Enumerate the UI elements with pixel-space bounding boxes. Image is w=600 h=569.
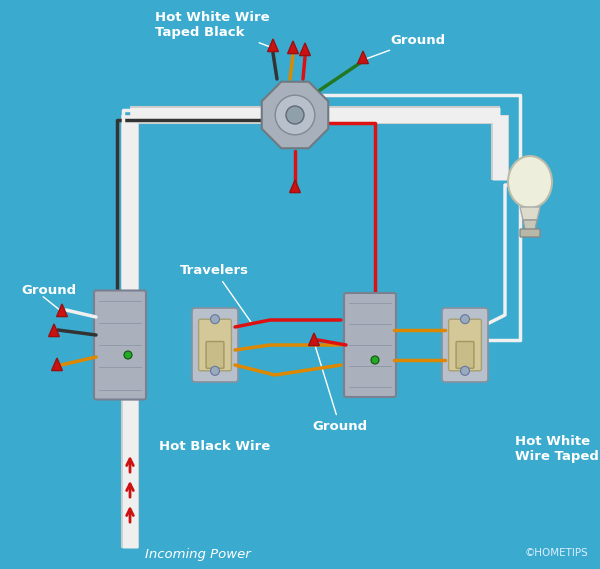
Circle shape <box>461 366 470 376</box>
FancyBboxPatch shape <box>449 319 481 371</box>
Polygon shape <box>56 304 67 316</box>
Polygon shape <box>358 51 368 64</box>
Polygon shape <box>523 220 537 230</box>
FancyBboxPatch shape <box>344 293 396 397</box>
Circle shape <box>461 315 470 324</box>
Polygon shape <box>268 39 278 52</box>
FancyBboxPatch shape <box>94 291 146 399</box>
Text: Travelers: Travelers <box>180 263 251 323</box>
Text: Hot White Wire
Taped Black: Hot White Wire Taped Black <box>155 11 271 47</box>
Circle shape <box>286 106 304 124</box>
Polygon shape <box>49 324 59 337</box>
Polygon shape <box>299 43 310 56</box>
Circle shape <box>211 315 220 324</box>
Ellipse shape <box>508 156 552 208</box>
Circle shape <box>124 351 132 359</box>
Polygon shape <box>308 333 319 345</box>
Polygon shape <box>52 358 62 370</box>
Text: Hot White
Wire Taped Black: Hot White Wire Taped Black <box>515 435 600 463</box>
FancyBboxPatch shape <box>442 308 488 382</box>
Text: ©HOMETIPS: ©HOMETIPS <box>524 548 588 558</box>
Polygon shape <box>262 82 328 149</box>
Text: Ground: Ground <box>365 34 445 59</box>
FancyBboxPatch shape <box>199 319 232 371</box>
FancyBboxPatch shape <box>206 341 224 368</box>
Circle shape <box>371 356 379 364</box>
FancyBboxPatch shape <box>192 308 238 382</box>
Polygon shape <box>287 41 298 53</box>
FancyBboxPatch shape <box>456 341 474 368</box>
Circle shape <box>275 95 315 135</box>
FancyBboxPatch shape <box>520 229 540 237</box>
Text: Hot Black Wire: Hot Black Wire <box>160 440 271 453</box>
Text: Ground: Ground <box>21 283 76 296</box>
Text: Ground: Ground <box>313 345 368 433</box>
Polygon shape <box>290 180 301 192</box>
Circle shape <box>211 366 220 376</box>
Polygon shape <box>520 207 540 220</box>
Text: Incoming Power: Incoming Power <box>145 548 251 561</box>
